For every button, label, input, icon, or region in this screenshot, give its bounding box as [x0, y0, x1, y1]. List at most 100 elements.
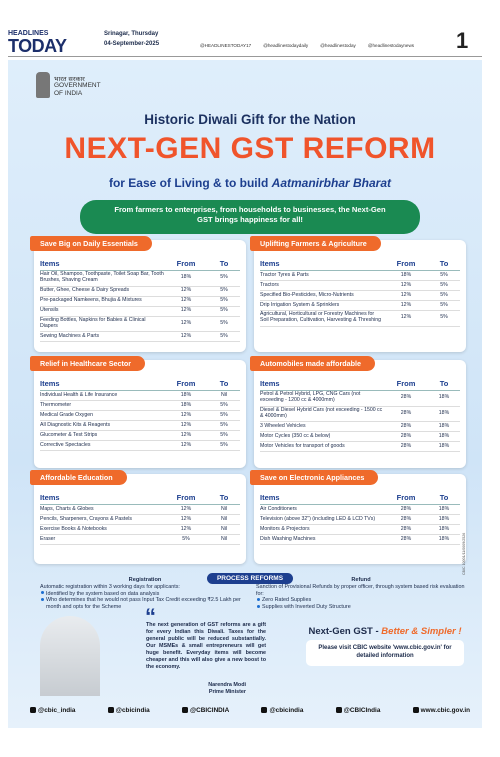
item: Corrective Spectacles — [40, 441, 91, 448]
rate-to: 5% — [220, 431, 228, 438]
rate-to: 5% — [220, 411, 228, 418]
footer-handle: www.cbic.gov.in — [420, 707, 470, 714]
item: Agricultural, Horticultural or Forestry … — [260, 311, 382, 324]
rate-to: 5% — [440, 291, 448, 298]
item: Feeding Bottles, Napkins for Babies & Cl… — [40, 316, 146, 329]
rate-table: Items From To Hair Oil, Shampoo, Toothpaste… — [40, 258, 240, 343]
table-row: Monitors & Projectors 28% 18% — [260, 525, 460, 535]
table-row: Individual Health & Life Insurance 18% Nil — [40, 391, 240, 401]
rate-to: 5% — [220, 441, 228, 448]
rate-to: Nil — [220, 515, 228, 522]
section-card: Uplifting Farmers & Agriculture Items From… — [250, 236, 466, 352]
item: Television (above 32") (including LED & … — [260, 515, 376, 522]
column-header: Items — [40, 378, 60, 388]
process-heading: Refund — [351, 577, 371, 583]
column-header: To — [439, 492, 449, 502]
item: Glucometer & Test Strips — [40, 431, 98, 438]
item: Diesel & Diesel Hybrid Cars (not exceedi… — [260, 406, 383, 419]
divider — [8, 56, 482, 57]
social-handle: @headlinestodaynews — [367, 43, 415, 48]
section-card: Relief in Healthcare Sector Items From To In… — [30, 356, 246, 468]
rate-from: 12% — [180, 441, 192, 448]
rate-to: 5% — [440, 301, 448, 308]
visit-note: Please visit CBIC website 'www.cbic.gov.… — [306, 640, 464, 666]
rate-from: 12% — [180, 287, 192, 294]
item: Hair Oil, Shampoo, Toothpaste, Toilet So… — [40, 271, 164, 284]
rate-table: Items From To Air Conditioners 28% 18% Televis… — [260, 492, 460, 545]
footer-item: @cbicindia — [261, 707, 303, 714]
rate-from: 12% — [400, 281, 412, 288]
table-row: Motor Vehicles for transport of goods 28%… — [260, 442, 460, 453]
subtitle-emphasis: Aatmanirbhar Bharat — [271, 176, 392, 190]
slogan: Next-Gen GST - Better & Simpler ! — [300, 626, 470, 637]
table-row: Diesel & Diesel Hybrid Cars (not exceedi… — [260, 407, 460, 423]
rate-from: 12% — [400, 314, 412, 321]
section-card: Save Big on Daily Essentials Items From To H… — [30, 236, 246, 352]
rate-table: Items From To Tractor Tyres & Parts 18% 5% Tra… — [260, 258, 460, 327]
rate-to: 18% — [438, 422, 450, 429]
footer-item: www.cbic.gov.in — [412, 707, 470, 714]
column-header: To — [219, 492, 229, 502]
rate-from: 18% — [400, 271, 412, 278]
rate-table: Items From To Maps, Charts & Globes 12% Nil Pe… — [40, 492, 240, 545]
rate-from: 28% — [400, 525, 412, 532]
item: Petrol & Petrol Hybrid, LPG, CNG Cars (n… — [260, 391, 361, 404]
item: Motor Vehicles for transport of goods — [260, 442, 345, 449]
column-header: Items — [260, 378, 280, 388]
emblem — [36, 72, 50, 98]
table-header: Items From To — [40, 378, 240, 391]
social-icon — [181, 707, 188, 713]
table-row: Medical Grade Oxygen 12% 5% — [40, 411, 240, 421]
item: Pre-packaged Namkeens, Bhujia & Mixtures — [40, 297, 142, 304]
item: Exercise Books & Notebooks — [40, 525, 107, 532]
column-header: From — [176, 378, 196, 388]
rate-from: 5% — [182, 535, 190, 542]
rate-to: Nil — [220, 535, 228, 542]
section-title: Affordable Education — [30, 470, 127, 485]
table-row: Thermometer 18% 5% — [40, 401, 240, 411]
process-list: Identified by the system based on data a… — [40, 591, 250, 611]
process-bullet: Supplies with Inverted Duty Structure — [262, 604, 466, 611]
table-row: Motor Cycles (350 cc & below) 28% 18% — [260, 432, 460, 443]
section-card: Affordable Education Items From To Maps, Cha… — [30, 470, 246, 564]
rate-to: 18% — [438, 394, 450, 401]
item: Maps, Charts & Globes — [40, 505, 94, 512]
subtitle-text: for Ease of Living & to build — [108, 176, 269, 190]
kicker: Historic Diwali Gift for the Nation — [144, 112, 356, 127]
column-header: To — [439, 258, 449, 268]
item: Drip Irrigation System & Sprinklers — [260, 301, 340, 308]
process-intro: Sanction of Provisional Refunds by prope… — [256, 583, 465, 597]
item: Tractors — [260, 281, 279, 288]
rate-to: Nil — [220, 391, 228, 398]
quote-mark: “ — [145, 604, 156, 629]
rate-from: 12% — [180, 307, 192, 314]
masthead-socials: @HEADLINESTODAY17 @headlinestodaydaily @he… — [200, 43, 414, 48]
table-header: Items From To — [260, 492, 460, 505]
process-list: Zero Rated Supplies Supplies with Inverte… — [256, 597, 466, 611]
ad-code: CBIC 10001/11/0009/2526 — [462, 532, 466, 575]
table-row: 3 Wheeled Vehicles 28% 18% — [260, 422, 460, 433]
table-row: Feeding Bottles, Napkins for Babies & Cl… — [40, 317, 240, 333]
item: 3 Wheeled Vehicles — [260, 422, 306, 429]
quote-role: Prime Minister — [208, 689, 246, 695]
rate-table: Items From To Petrol & Petrol Hybrid, LPG, … — [260, 378, 460, 453]
refund: Refund Sanction of Provisional Refunds by… — [256, 577, 466, 611]
item: Air Conditioners — [260, 505, 297, 512]
section-title: Save Big on Daily Essentials — [30, 236, 152, 251]
rate-from: 12% — [180, 505, 192, 512]
rate-to: 18% — [438, 432, 450, 439]
emblem-line: GOVERNMENT — [54, 82, 101, 89]
rate-to: 18% — [438, 409, 450, 416]
footer-handle: @CBICIndia — [343, 707, 381, 714]
item: Individual Health & Life Insurance — [40, 391, 118, 398]
rate-to: Nil — [220, 525, 228, 532]
column-header: To — [219, 378, 229, 388]
footer-handle: @cbic_india — [38, 707, 76, 714]
rate-from: 28% — [400, 394, 412, 401]
process-bullet: Who determines that he would not pass In… — [46, 597, 250, 611]
banner: From farmers to enterprises, from househ… — [80, 200, 420, 234]
social-icon — [107, 707, 114, 713]
table-row: All Diagnostic Kits & Reagents 12% 5% — [40, 421, 240, 431]
social-icon — [412, 707, 419, 713]
